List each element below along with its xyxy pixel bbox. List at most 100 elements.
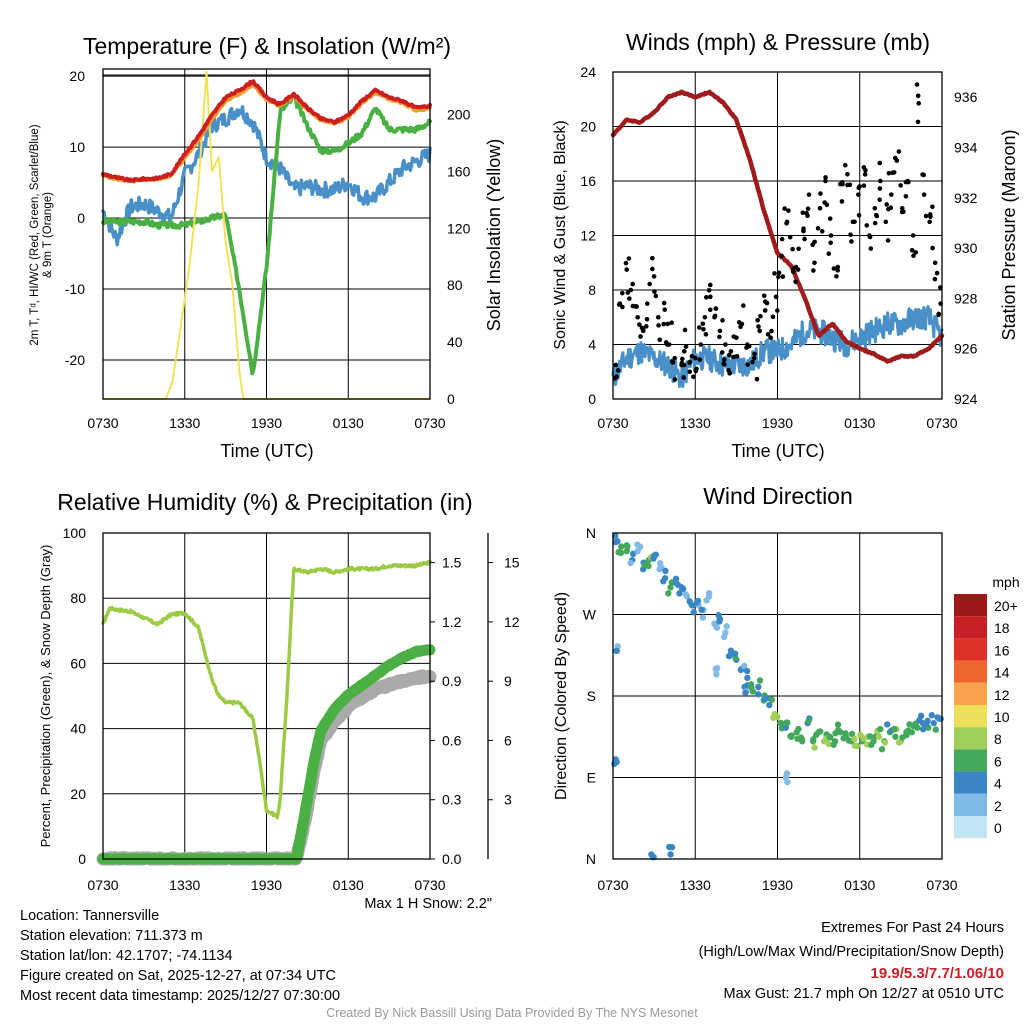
gust-point bbox=[892, 155, 898, 161]
gust-point bbox=[728, 349, 734, 354]
gust-point bbox=[756, 324, 761, 329]
windchill-line bbox=[101, 105, 432, 247]
direction-ylabel: Direction (Colored By Speed) bbox=[553, 592, 570, 800]
gust-point bbox=[932, 260, 938, 266]
gust-point bbox=[623, 260, 629, 266]
direction-point bbox=[892, 733, 899, 740]
x-tick-label: 0130 bbox=[333, 877, 364, 893]
direction-point bbox=[744, 674, 751, 682]
direction-point bbox=[699, 614, 707, 621]
gust-point bbox=[840, 181, 845, 187]
gust-point bbox=[708, 307, 713, 313]
x-tick-label: 1330 bbox=[680, 877, 711, 893]
gust-point bbox=[827, 216, 833, 221]
figure-created: Figure created on Sat, 2025-12-27, at 07… bbox=[20, 968, 336, 984]
gust-point bbox=[888, 192, 894, 197]
legend-swatch bbox=[954, 727, 987, 750]
direction-point bbox=[611, 760, 618, 768]
direction-plot-frame bbox=[612, 532, 943, 860]
direction-point bbox=[650, 555, 657, 562]
gust-point bbox=[811, 268, 816, 273]
direction-point bbox=[682, 591, 690, 598]
legend-label: 2 bbox=[994, 798, 1002, 814]
gust-point bbox=[884, 202, 890, 207]
gust-point bbox=[723, 342, 728, 347]
humidity-panel: Relative Humidity (%) & Precipitation (i… bbox=[38, 489, 520, 893]
gust-point bbox=[768, 335, 773, 340]
gust-point bbox=[873, 212, 879, 218]
direction-point bbox=[810, 736, 817, 743]
winds-xlabel: Time (UTC) bbox=[731, 441, 824, 461]
gust-point bbox=[930, 245, 935, 251]
dewpoint-line bbox=[101, 94, 432, 376]
x-tick-label: 1330 bbox=[169, 415, 200, 431]
gust-point bbox=[823, 175, 828, 180]
direction-point bbox=[857, 731, 864, 739]
gust-point bbox=[914, 82, 920, 87]
gust-point bbox=[899, 205, 905, 211]
gust-point bbox=[698, 342, 704, 347]
direction-point bbox=[932, 726, 940, 733]
gust-point bbox=[877, 160, 883, 166]
gust-point bbox=[927, 212, 933, 217]
y2-tick-label: 936 bbox=[954, 89, 978, 105]
direction-point bbox=[763, 695, 770, 702]
gust-point bbox=[746, 343, 752, 349]
direction-point bbox=[712, 623, 720, 630]
gust-point bbox=[682, 327, 688, 333]
gust-point bbox=[669, 320, 674, 326]
gust-point bbox=[625, 290, 631, 295]
direction-point bbox=[688, 601, 695, 608]
direction-point bbox=[798, 736, 806, 743]
gust-point bbox=[751, 355, 757, 361]
gust-point bbox=[835, 264, 841, 270]
gust-point bbox=[650, 266, 655, 272]
gust-point bbox=[644, 316, 650, 322]
legend-label: 6 bbox=[994, 753, 1002, 769]
gust-point bbox=[936, 312, 941, 318]
direction-point bbox=[878, 745, 886, 753]
direction-point bbox=[743, 667, 751, 675]
direction-point bbox=[667, 584, 674, 591]
humidity-line bbox=[101, 559, 432, 820]
gust-point bbox=[624, 267, 630, 272]
legend-label: 20+ bbox=[994, 598, 1018, 614]
gust-point bbox=[901, 209, 906, 215]
gust-point bbox=[706, 287, 712, 293]
gust-point bbox=[721, 357, 727, 362]
direction-point bbox=[732, 655, 739, 662]
speed-color-legend: 20+ 18 16 14 12 10 8 6 4 2 0 bbox=[954, 594, 1018, 839]
gust-point bbox=[731, 334, 737, 339]
direction-point bbox=[624, 543, 631, 550]
gust-point bbox=[681, 349, 687, 354]
legend-swatch bbox=[954, 638, 987, 661]
gust-point bbox=[708, 294, 713, 300]
gust-point bbox=[703, 295, 709, 300]
direction-panel: Wind Direction 0730 1330 1930 0130 0730 N W S E… bbox=[553, 483, 1020, 893]
gust-point bbox=[738, 324, 743, 330]
direction-point bbox=[665, 590, 672, 597]
temperature-ylabel-left: 2m T, Tᵈ, HI/WC (Red, Green, Scarlet/Blu… bbox=[29, 124, 54, 345]
gust-point bbox=[872, 205, 878, 211]
gust-point bbox=[856, 212, 862, 218]
gust-point bbox=[681, 375, 686, 380]
direction-point bbox=[660, 578, 667, 585]
gust-point bbox=[915, 119, 921, 125]
direction-series bbox=[611, 532, 944, 861]
gust-point bbox=[779, 236, 785, 242]
direction-point bbox=[723, 623, 730, 630]
legend-label: 0 bbox=[994, 820, 1002, 836]
y2-tick-label: 934 bbox=[954, 139, 978, 155]
direction-point bbox=[667, 851, 674, 858]
direction-point bbox=[668, 844, 676, 851]
gust-point bbox=[826, 251, 832, 256]
winds-series bbox=[610, 82, 945, 388]
direction-tick-label: E bbox=[587, 770, 596, 786]
gust-point bbox=[818, 191, 823, 196]
gust-point bbox=[916, 101, 921, 106]
gust-point bbox=[726, 352, 732, 358]
direction-point bbox=[922, 720, 930, 728]
direction-point bbox=[919, 726, 927, 733]
legend-label: 18 bbox=[994, 620, 1010, 636]
gust-point bbox=[835, 268, 841, 273]
